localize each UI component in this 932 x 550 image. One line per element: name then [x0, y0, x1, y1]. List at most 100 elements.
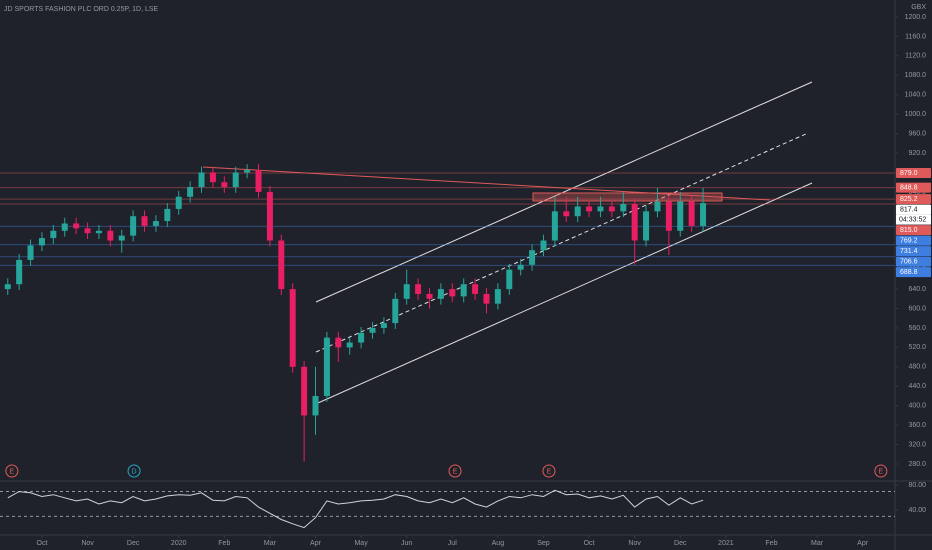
rsi-line [7, 489, 704, 529]
candle-body [141, 216, 148, 226]
candle-body [403, 284, 410, 299]
candle-body [358, 332, 365, 343]
candle-body [392, 298, 399, 324]
price-level-label-box [896, 267, 931, 278]
price-level-label-box [896, 225, 931, 236]
candle-body [164, 208, 171, 222]
y-tick-label: 560.0 [908, 325, 926, 332]
x-tick-label: 2020 [171, 540, 187, 547]
price-level-label: 815.0 [900, 227, 918, 234]
price-level-label: 731.4 [900, 248, 918, 255]
candle-body [38, 238, 45, 246]
price-level-label-box [896, 235, 931, 246]
y-tick-label: 520.0 [908, 344, 926, 351]
countdown-label: 04:33:52 [899, 216, 926, 223]
candle-body [198, 172, 205, 188]
candle-body [426, 293, 433, 299]
candle-body [221, 182, 228, 188]
x-tick-label: Mar [811, 540, 824, 547]
chart-title: JD SPORTS FASHION PLC ORD 0.25P, 1D, LSE [4, 6, 159, 13]
rsi-y-tick-label: 80.00 [908, 482, 926, 489]
candle-body [301, 366, 308, 416]
candle-body [130, 216, 137, 236]
event-marker [5, 464, 19, 478]
resistance-trendline [202, 166, 771, 201]
candle-body [665, 201, 672, 231]
countdown-box [896, 214, 931, 225]
channel-middle [315, 132, 809, 353]
candle-body [107, 230, 114, 241]
candle-body [209, 172, 216, 183]
event-marker [542, 464, 556, 478]
candle-body [16, 259, 23, 285]
price-level-label: 879.0 [900, 170, 918, 177]
candle-body [540, 240, 547, 251]
candle-body [597, 206, 604, 212]
resistance-zone [532, 192, 723, 202]
event-label: E [10, 468, 15, 475]
candle-body [472, 284, 479, 294]
price-level-label: 688.8 [900, 269, 918, 276]
candle-body [278, 240, 285, 290]
y-tick-label: 1120.0 [905, 53, 926, 60]
x-tick-label: Sep [537, 540, 550, 547]
candle-body [312, 395, 319, 416]
y-tick-label: 480.0 [908, 364, 926, 371]
x-tick-label: Feb [765, 540, 777, 547]
candle-body [95, 230, 102, 234]
candle-body [631, 204, 638, 241]
candle-body [4, 284, 11, 290]
x-tick-label: Oct [584, 540, 595, 547]
candle-body [586, 206, 593, 212]
y-tick-label: 320.0 [908, 441, 926, 448]
last-price-label: 817.4 [900, 206, 918, 213]
x-tick-label: Dec [674, 540, 687, 547]
x-tick-label: Jun [401, 540, 412, 547]
candle-body [50, 230, 57, 239]
price-level-label-box [896, 182, 931, 193]
currency-label: GBX [911, 4, 926, 11]
candle-body [118, 235, 125, 241]
candle-body [335, 337, 342, 348]
x-tick-label: Apr [857, 540, 869, 547]
y-tick-label: 360.0 [908, 422, 926, 429]
candle-body [449, 289, 456, 297]
candle-body [563, 211, 570, 217]
y-tick-label: 400.0 [908, 403, 926, 410]
price-level-label-box [896, 194, 931, 205]
candle-body [244, 170, 251, 173]
x-tick-label: Nov [81, 540, 94, 547]
price-level-label: 825.2 [900, 196, 918, 203]
x-tick-label: Dec [127, 540, 140, 547]
price-level-label: 769.2 [900, 237, 918, 244]
event-marker [448, 464, 462, 478]
candle-body [232, 172, 239, 188]
event-label: E [879, 468, 884, 475]
candle-body [483, 293, 490, 304]
price-level-label: 848.8 [900, 184, 918, 191]
y-tick-label: 1080.0 [905, 72, 927, 79]
y-tick-label: 1160.0 [905, 33, 926, 40]
candle-body [700, 203, 707, 226]
event-label: D [132, 468, 137, 475]
candle-body [620, 204, 627, 212]
event-label: E [453, 468, 458, 475]
y-tick-label: 920.0 [908, 150, 926, 157]
y-tick-label: 440.0 [908, 383, 926, 390]
last-price-label-box [896, 204, 931, 215]
x-tick-label: 2021 [718, 540, 734, 547]
y-tick-label: 1040.0 [905, 92, 927, 99]
price-level-label-box [896, 167, 931, 178]
y-tick-label: 960.0 [908, 130, 926, 137]
candle-body [73, 223, 80, 229]
candle-body [187, 187, 194, 197]
x-tick-label: May [354, 540, 368, 547]
candle-body [27, 245, 34, 260]
channel-lower [317, 182, 813, 404]
event-marker [127, 464, 141, 478]
channel-upper [315, 81, 813, 303]
candle-body [346, 342, 353, 348]
x-tick-label: Apr [310, 540, 322, 547]
x-tick-label: Nov [628, 540, 641, 547]
